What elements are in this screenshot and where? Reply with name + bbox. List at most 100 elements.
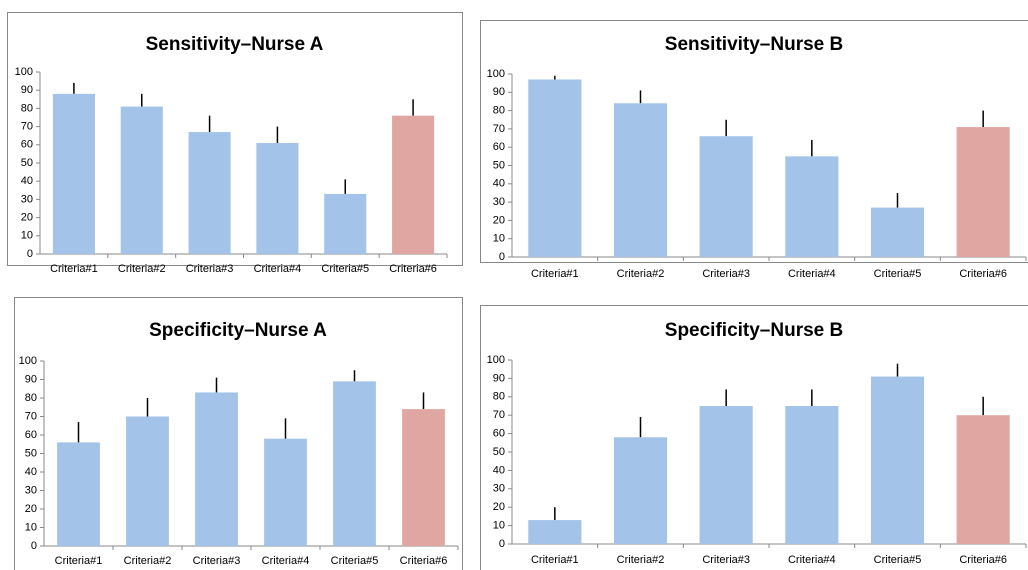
x-tick-label: Criteria#3 [702,554,750,566]
y-tick-label: 80 [21,102,33,114]
y-tick-label: 70 [493,123,505,135]
x-tick-label: Criteria#2 [617,268,665,280]
y-tick-label: 30 [21,193,33,205]
chart-title: Specificity–Nurse A [149,320,327,341]
bar [613,103,668,257]
y-tick-label: 60 [493,428,505,440]
bar [528,520,582,544]
chart-title: Sensitivity–Nurse B [665,34,843,55]
y-tick-label: 100 [19,355,37,367]
chart-title: Sensitivity–Nurse A [146,34,324,55]
bar [785,156,839,257]
y-tick-label: 40 [21,175,33,187]
x-tick-label: Criteria#4 [788,554,836,566]
bar [528,79,582,258]
y-tick-label: 60 [21,139,33,151]
bar [120,106,163,254]
y-tick-label: 100 [487,68,505,80]
y-tick-label: 80 [493,391,505,403]
y-tick-label: 30 [25,484,37,496]
chart-title: Specificity–Nurse B [665,320,843,341]
x-tick-label: Criteria#5 [331,555,379,567]
y-tick-label: 70 [25,410,37,422]
y-tick-label: 20 [21,212,33,224]
bar [870,376,925,544]
y-tick-label: 40 [493,464,505,476]
y-tick-label: 90 [493,372,505,384]
y-tick-label: 30 [493,196,505,208]
x-tick-label: Criteria#5 [321,263,369,275]
panel-border [14,297,463,570]
y-tick-label: 50 [493,446,505,458]
bar [126,416,169,546]
bar [870,207,925,257]
x-tick-label: Criteria#5 [874,554,922,566]
bar [324,193,367,254]
y-tick-label: 0 [27,248,33,260]
y-tick-label: 0 [499,251,505,263]
bar [256,142,299,254]
y-tick-label: 0 [31,540,37,552]
x-tick-label: Criteria#4 [262,555,310,567]
panel-border [480,305,1028,570]
x-tick-label: Criteria#2 [124,555,172,567]
y-tick-label: 20 [493,214,505,226]
y-tick-label: 10 [25,521,37,533]
x-tick-label: Criteria#1 [50,263,98,275]
bar [264,438,307,546]
x-tick-label: Criteria#6 [389,263,437,275]
y-tick-label: 0 [499,538,505,550]
bar [402,409,445,546]
y-tick-label: 80 [25,392,37,404]
y-tick-label: 70 [493,409,505,421]
y-tick-label: 50 [25,447,37,459]
y-tick-label: 100 [487,354,505,366]
x-tick-label: Criteria#4 [788,268,836,280]
bar [195,392,238,546]
y-tick-label: 10 [493,233,505,245]
x-tick-label: Criteria#3 [193,555,241,567]
y-tick-label: 80 [493,105,505,117]
y-tick-label: 90 [21,84,33,96]
bar [956,415,1010,544]
x-tick-label: Criteria#6 [400,555,448,567]
x-tick-label: Criteria#3 [186,263,234,275]
x-tick-label: Criteria#4 [254,263,302,275]
y-tick-label: 100 [15,66,33,78]
y-tick-label: 10 [493,520,505,532]
bar [699,136,753,257]
x-tick-label: Criteria#3 [702,268,750,280]
y-tick-label: 20 [493,501,505,513]
x-tick-label: Criteria#6 [959,554,1007,566]
x-tick-label: Criteria#2 [118,263,166,275]
y-tick-label: 90 [493,86,505,98]
x-tick-label: Criteria#6 [959,268,1007,280]
bar [613,437,668,544]
bar [699,406,753,544]
bar [392,115,435,255]
y-tick-label: 40 [25,466,37,478]
y-tick-label: 40 [493,178,505,190]
panel-border [7,12,463,266]
y-tick-label: 20 [25,503,37,515]
y-tick-label: 60 [493,141,505,153]
y-tick-label: 10 [21,230,33,242]
x-tick-label: Criteria#5 [874,268,922,280]
y-tick-label: 50 [21,157,33,169]
x-tick-label: Criteria#1 [55,555,103,567]
y-tick-label: 90 [25,373,37,385]
bar [52,93,95,254]
bar [785,406,839,544]
y-tick-label: 50 [493,159,505,171]
x-tick-label: Criteria#1 [531,268,579,280]
panel-border [480,20,1028,263]
x-tick-label: Criteria#2 [617,554,665,566]
bar [333,381,376,546]
bar [956,127,1010,257]
bar [188,132,231,254]
bar [57,442,100,546]
y-tick-label: 60 [25,429,37,441]
y-tick-label: 70 [21,121,33,133]
y-tick-label: 30 [493,483,505,495]
